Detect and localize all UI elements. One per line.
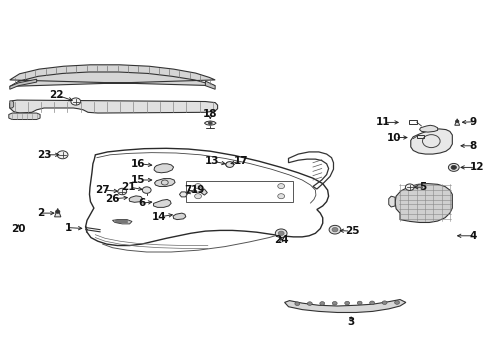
Polygon shape: [54, 208, 61, 217]
Text: 2: 2: [37, 208, 44, 218]
Circle shape: [382, 301, 386, 305]
Bar: [408, 120, 416, 124]
Circle shape: [332, 301, 337, 305]
Text: 15: 15: [131, 175, 145, 185]
Polygon shape: [410, 129, 451, 154]
Polygon shape: [179, 192, 187, 197]
Polygon shape: [284, 300, 405, 312]
Text: 3: 3: [347, 317, 354, 327]
Polygon shape: [173, 213, 185, 220]
Bar: [185, 181, 293, 202]
Polygon shape: [154, 179, 175, 186]
Circle shape: [57, 151, 68, 159]
Circle shape: [447, 163, 458, 171]
Circle shape: [142, 187, 151, 193]
Text: 27: 27: [95, 185, 110, 195]
Circle shape: [277, 184, 284, 189]
Text: 9: 9: [468, 117, 476, 127]
Text: 16: 16: [131, 159, 145, 169]
Text: 8: 8: [468, 141, 476, 151]
Text: 10: 10: [386, 132, 400, 143]
Circle shape: [306, 302, 311, 305]
Text: 20: 20: [11, 224, 26, 234]
Text: 25: 25: [344, 226, 359, 236]
Circle shape: [275, 229, 286, 238]
Polygon shape: [199, 189, 207, 195]
Circle shape: [369, 301, 374, 305]
Circle shape: [328, 225, 340, 234]
Polygon shape: [394, 184, 451, 222]
Circle shape: [319, 302, 324, 305]
Circle shape: [356, 301, 361, 305]
Text: 21: 21: [121, 182, 136, 192]
Polygon shape: [10, 79, 37, 89]
Circle shape: [450, 165, 456, 169]
Polygon shape: [205, 81, 215, 89]
Polygon shape: [153, 199, 171, 207]
Circle shape: [294, 302, 299, 306]
Text: 26: 26: [105, 194, 120, 204]
Text: 1: 1: [65, 222, 72, 233]
Circle shape: [118, 188, 126, 195]
Polygon shape: [9, 113, 40, 120]
Circle shape: [344, 301, 349, 305]
Circle shape: [194, 194, 201, 199]
Circle shape: [225, 162, 233, 167]
Text: 4: 4: [468, 231, 476, 241]
Circle shape: [331, 228, 337, 232]
Text: 22: 22: [49, 90, 63, 100]
Text: 19: 19: [190, 185, 204, 195]
Polygon shape: [454, 119, 459, 125]
Circle shape: [278, 231, 284, 235]
Text: 13: 13: [204, 156, 219, 166]
Text: 14: 14: [151, 212, 166, 222]
Text: 6: 6: [138, 198, 145, 208]
Polygon shape: [225, 162, 232, 167]
Polygon shape: [388, 196, 394, 207]
Bar: [416, 135, 423, 138]
Text: 17: 17: [233, 156, 248, 166]
Text: 12: 12: [468, 162, 483, 172]
Polygon shape: [129, 196, 142, 202]
Polygon shape: [204, 121, 216, 125]
Text: 11: 11: [375, 117, 389, 127]
Text: 23: 23: [37, 150, 51, 160]
Circle shape: [194, 184, 201, 189]
Circle shape: [455, 120, 458, 122]
Circle shape: [55, 210, 60, 213]
Polygon shape: [10, 100, 217, 113]
Text: 18: 18: [203, 109, 217, 120]
Text: 5: 5: [419, 182, 426, 192]
Polygon shape: [419, 125, 437, 132]
Circle shape: [394, 301, 399, 304]
Polygon shape: [10, 65, 215, 86]
Polygon shape: [154, 164, 173, 173]
Circle shape: [405, 184, 413, 190]
Circle shape: [71, 98, 81, 105]
Circle shape: [277, 194, 284, 199]
Polygon shape: [112, 220, 132, 224]
Text: 24: 24: [273, 235, 288, 246]
Circle shape: [208, 122, 212, 125]
Text: 7: 7: [184, 185, 191, 195]
Polygon shape: [10, 101, 14, 108]
